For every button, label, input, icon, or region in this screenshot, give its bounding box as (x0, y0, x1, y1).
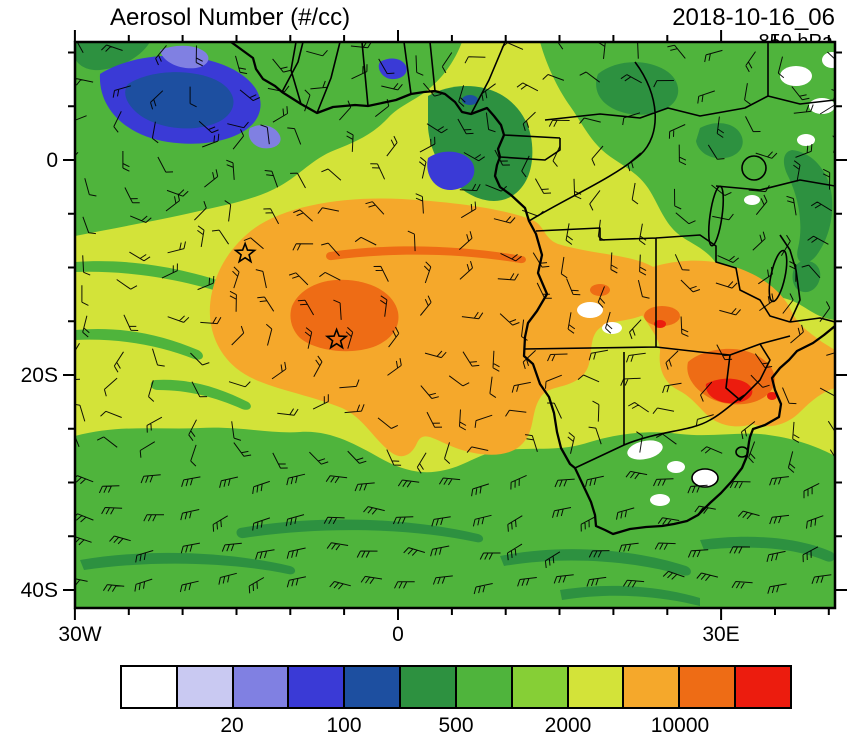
timestamp-label: 2018-10-16_06 (672, 4, 835, 31)
aerosol-field (75, 42, 835, 608)
colorbar-tick-label: 20 (220, 714, 244, 737)
colorbar-cell (736, 667, 790, 707)
colorbar-cell (122, 667, 178, 707)
swaziland-outline (735, 446, 749, 458)
star-markers (233, 241, 349, 350)
colorbar-cell (177, 667, 234, 707)
lake-tanganyika-outline (707, 185, 725, 247)
y-tick-label-20s: 20S (21, 364, 58, 387)
colorbar-cell (345, 667, 402, 707)
colorbar-tick-label: 500 (438, 714, 474, 737)
colorbar-cell (680, 667, 737, 707)
colorbar-cell (456, 667, 513, 707)
colorbar-cell (624, 667, 681, 707)
map-frame (73, 40, 837, 610)
lesotho-outline (691, 468, 719, 488)
x-tick-label-0: 0 (392, 623, 404, 646)
y-tick-label-0: 0 (46, 149, 58, 172)
colorbar-cell (568, 667, 625, 707)
x-tick-label-30w: 30W (58, 623, 101, 646)
colorbar-tick-label: 100 (326, 714, 362, 737)
africa-coastline (229, 42, 835, 536)
axis-ticks (63, 30, 847, 620)
colorbar-labels: 20 100 500 2000 10000 (120, 714, 792, 742)
star-marker (233, 241, 257, 264)
lake-victoria-outline (741, 155, 767, 181)
coastlines-borders (229, 42, 835, 536)
colorbar-cell (512, 667, 569, 707)
map-plot: 0 20S 40S 30W 0 30E (21, 30, 847, 646)
colorbar-cell (289, 667, 346, 707)
star-marker (324, 327, 349, 350)
colorbar-tick-label: 2000 (544, 714, 592, 737)
country-borders (281, 42, 835, 469)
x-tick-label-30e: 30E (702, 623, 739, 646)
colorbar-cell (233, 667, 290, 707)
figure-title: Aerosol Number (#/cc) (110, 4, 351, 31)
colorbar (120, 665, 792, 709)
y-tick-label-40s: 40S (21, 579, 58, 602)
wind-barbs (75, 42, 835, 595)
colorbar-tick-label: 10000 (650, 714, 710, 737)
colorbar-cell (401, 667, 457, 707)
